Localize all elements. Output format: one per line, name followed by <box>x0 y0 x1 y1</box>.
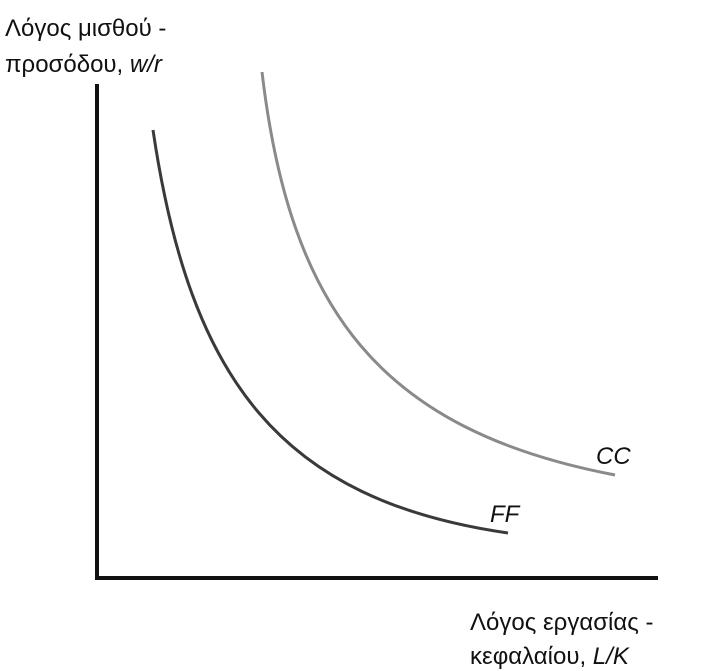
curve-label: CC <box>596 443 631 470</box>
x-axis-label: κεφαλαίου, L/K <box>470 643 630 670</box>
y-axis-variable: w/r <box>130 51 163 78</box>
y-axis-label: προσόδου, w/r <box>5 51 163 78</box>
y-axis-label: Λόγος μισθού - <box>5 15 166 42</box>
y-axis-label-text: προσόδου, <box>5 51 130 78</box>
x-axis-variable: L/K <box>593 643 630 670</box>
curve-label: FF <box>490 501 521 528</box>
cc-curve <box>260 71 616 477</box>
x-axis-label-text: κεφαλαίου, <box>470 643 593 670</box>
ff-curve <box>151 129 509 535</box>
x-axis-label: Λόγος εργασίας - <box>470 609 653 636</box>
